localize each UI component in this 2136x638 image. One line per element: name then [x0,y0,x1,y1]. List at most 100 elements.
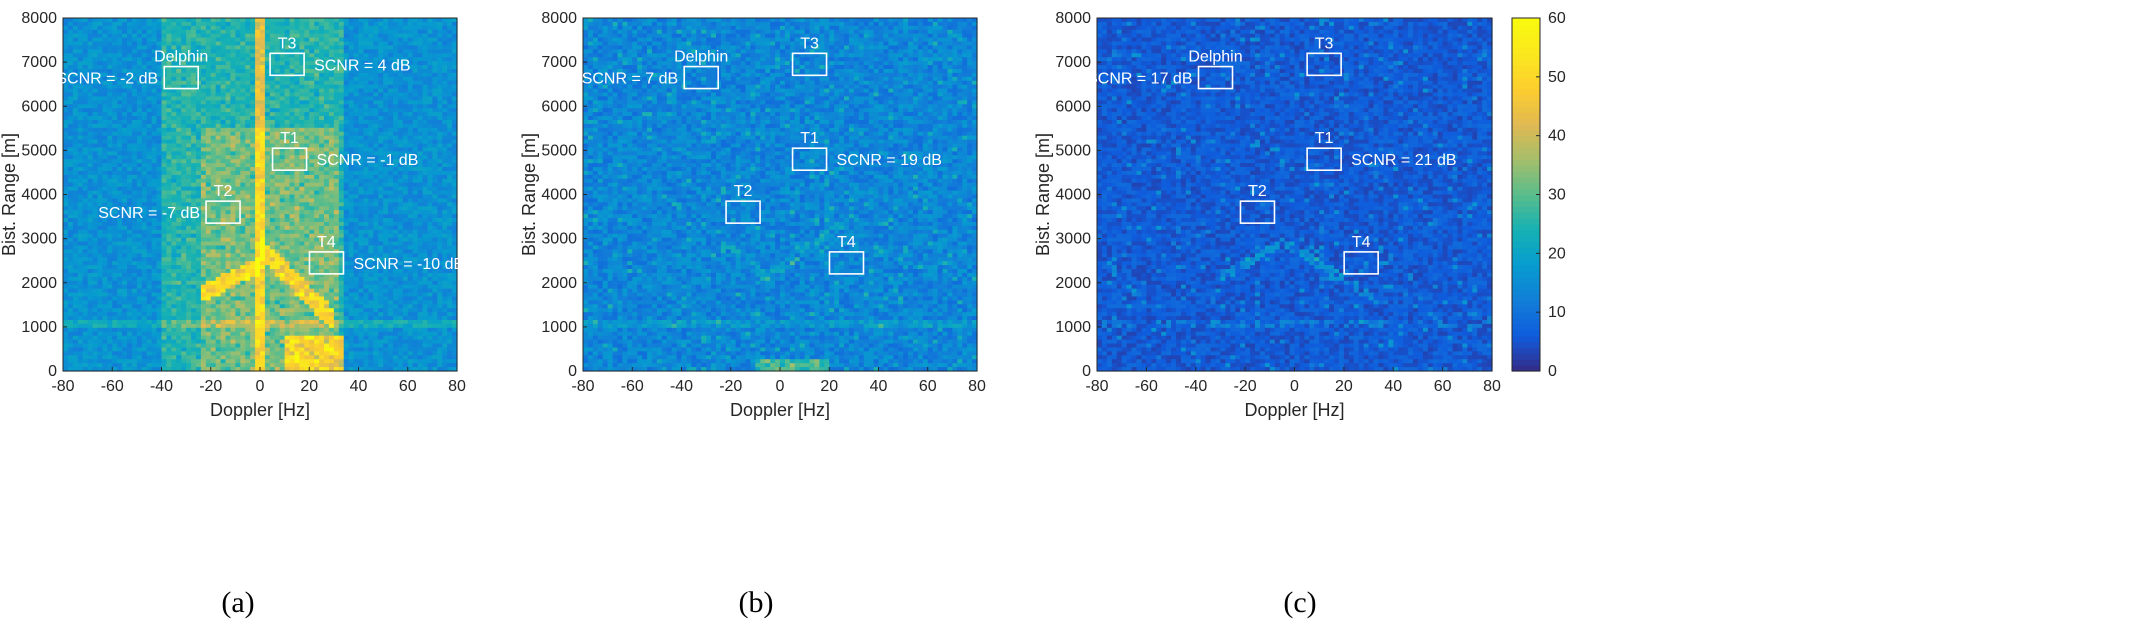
heatmap-cell [275,108,281,113]
heatmap-cell [245,155,251,160]
heatmap-cell [176,167,182,172]
heatmap-cell [418,249,424,254]
heatmap-cell [314,96,320,101]
heatmap-cell [68,226,74,231]
heatmap-cell [68,179,74,184]
heatmap-cell [383,85,389,90]
heatmap-cell [152,179,158,184]
heatmap-cell [442,175,448,180]
heatmap-cell [235,155,241,160]
heatmap-cell [344,124,350,129]
heatmap-cell [393,45,399,50]
heatmap-cell [245,147,251,152]
heatmap-cell [250,210,256,215]
heatmap-cell [359,210,365,215]
heatmap-cell [107,18,113,23]
heatmap-cell [122,104,128,109]
heatmap-cell [216,257,222,262]
heatmap-cell [344,206,350,211]
heatmap-cell [162,183,168,188]
heatmap-cell [250,234,256,239]
heatmap-cell [304,128,310,133]
heatmap-cell [221,155,227,160]
heatmap-cell [117,136,123,141]
heatmap-cell [442,144,448,149]
heatmap-cell [181,242,187,247]
heatmap-cell [107,187,113,192]
heatmap-cell [265,234,271,239]
heatmap-cell [63,230,69,235]
heatmap-cell [304,136,310,141]
heatmap-cell [93,206,99,211]
heatmap-cell [265,253,271,258]
heatmap-cell [403,136,409,141]
heatmap-cell [127,116,133,121]
heatmap-cell [349,195,355,200]
heatmap-cell [280,65,286,70]
heatmap-cell [265,112,271,117]
heatmap-cell [354,120,360,125]
heatmap-cell [221,42,227,47]
heatmap-cell [442,226,448,231]
heatmap-cell [368,202,374,207]
heatmap-cell [324,96,330,101]
heatmap-cell [413,93,419,98]
heatmap-cell [240,191,246,196]
heatmap-cell [260,226,266,231]
heatmap-cell [102,120,108,125]
heatmap-cell [147,108,153,113]
heatmap-cell [122,65,128,70]
heatmap-cell [329,140,335,145]
heatmap-cell [427,214,433,219]
heatmap-cell [349,245,355,250]
heatmap-cell [122,116,128,121]
heatmap-cell [221,73,227,78]
heatmap-cell [255,104,261,109]
heatmap-cell [68,167,74,172]
heatmap-cell [255,214,261,219]
heatmap-cell [230,53,236,58]
heatmap-cell [294,238,300,243]
heatmap-cell [255,242,261,247]
heatmap-cell [171,249,177,254]
heatmap-cell [275,57,281,62]
heatmap-cell [260,222,266,227]
heatmap-cell [226,61,232,66]
heatmap-cell [112,238,118,243]
heatmap-cell [304,26,310,31]
heatmap-cell [107,198,113,203]
heatmap-cell [383,175,389,180]
heatmap-cell [132,30,138,35]
heatmap-cell [299,108,305,113]
heatmap-cell [142,132,148,137]
heatmap-cell [408,93,414,98]
heatmap-cell [290,151,296,156]
heatmap-cell [344,253,350,258]
heatmap-cell [196,242,202,247]
heatmap-cell [432,249,438,254]
heatmap-cell [206,132,212,137]
heatmap-cell [235,132,241,137]
heatmap-cell [137,245,143,250]
heatmap-cell [63,202,69,207]
heatmap-cell [359,144,365,149]
heatmap-cell [230,96,236,101]
heatmap-cell [112,45,118,50]
heatmap-cell [383,230,389,235]
heatmap-cell [137,53,143,58]
heatmap-cell [373,249,379,254]
heatmap-cell [339,18,345,23]
heatmap-cell [265,159,271,164]
heatmap-cell [359,104,365,109]
heatmap-cell [290,57,296,62]
heatmap-cell [157,253,163,258]
heatmap-cell [63,167,69,172]
heatmap-cell [93,89,99,94]
heatmap-cell [432,245,438,250]
heatmap-cell [211,261,217,266]
heatmap-cell [378,104,384,109]
heatmap-cell [255,34,261,39]
heatmap-cell [240,132,246,137]
heatmap-cell [383,206,389,211]
heatmap-cell [221,167,227,172]
